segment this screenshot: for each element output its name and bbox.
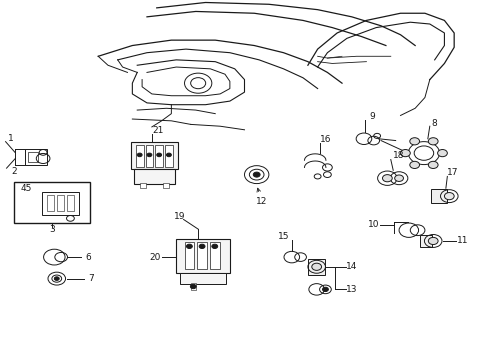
Text: 13: 13	[346, 285, 357, 294]
Bar	[164, 145, 172, 167]
Text: 2: 2	[11, 167, 17, 176]
Text: 14: 14	[346, 262, 357, 271]
Bar	[163, 183, 168, 188]
Circle shape	[427, 237, 437, 244]
Text: 20: 20	[149, 253, 161, 262]
Bar	[176, 239, 229, 273]
Circle shape	[382, 175, 391, 182]
Circle shape	[409, 138, 419, 145]
Bar	[140, 183, 145, 188]
Circle shape	[137, 153, 142, 157]
Text: 18: 18	[392, 152, 404, 161]
Circle shape	[186, 244, 192, 248]
Circle shape	[409, 161, 419, 168]
Bar	[155, 145, 163, 167]
Circle shape	[253, 172, 260, 177]
Bar	[145, 145, 153, 167]
Text: 17: 17	[447, 168, 458, 177]
Circle shape	[322, 287, 328, 292]
Text: 19: 19	[174, 212, 185, 221]
Text: 3: 3	[49, 225, 55, 234]
Circle shape	[199, 244, 204, 248]
Bar	[57, 195, 64, 211]
Text: 6: 6	[85, 253, 91, 262]
Circle shape	[211, 244, 217, 248]
Text: 8: 8	[431, 119, 437, 128]
Circle shape	[394, 175, 403, 181]
Bar	[134, 168, 174, 184]
Bar	[307, 259, 325, 275]
Text: 10: 10	[367, 220, 379, 229]
Text: 9: 9	[368, 112, 374, 121]
Bar	[197, 242, 206, 269]
Text: 16: 16	[320, 135, 331, 144]
Circle shape	[427, 161, 437, 168]
Bar	[430, 189, 446, 203]
Circle shape	[54, 277, 59, 280]
Bar	[131, 142, 177, 169]
Bar	[14, 182, 90, 223]
Circle shape	[147, 153, 152, 157]
Text: 11: 11	[456, 237, 467, 246]
Bar	[25, 149, 47, 165]
Bar	[136, 145, 143, 167]
Bar	[184, 242, 194, 269]
Bar	[28, 152, 38, 162]
Circle shape	[52, 275, 61, 282]
Bar	[179, 273, 226, 284]
Circle shape	[437, 149, 447, 157]
Bar	[42, 192, 79, 215]
Bar	[66, 195, 74, 211]
Circle shape	[400, 149, 409, 157]
Bar	[209, 242, 219, 269]
Circle shape	[427, 138, 437, 145]
Text: 12: 12	[255, 188, 267, 206]
Bar	[419, 234, 431, 247]
Circle shape	[444, 193, 453, 200]
Text: 7: 7	[88, 274, 94, 283]
Text: 21: 21	[152, 126, 163, 135]
Bar	[47, 195, 54, 211]
Text: 15: 15	[277, 232, 289, 241]
Text: 1: 1	[7, 134, 13, 143]
Circle shape	[311, 263, 321, 270]
Circle shape	[190, 284, 196, 289]
Circle shape	[166, 153, 171, 157]
Text: 45: 45	[21, 184, 32, 193]
Circle shape	[157, 153, 161, 157]
Bar	[190, 283, 195, 290]
